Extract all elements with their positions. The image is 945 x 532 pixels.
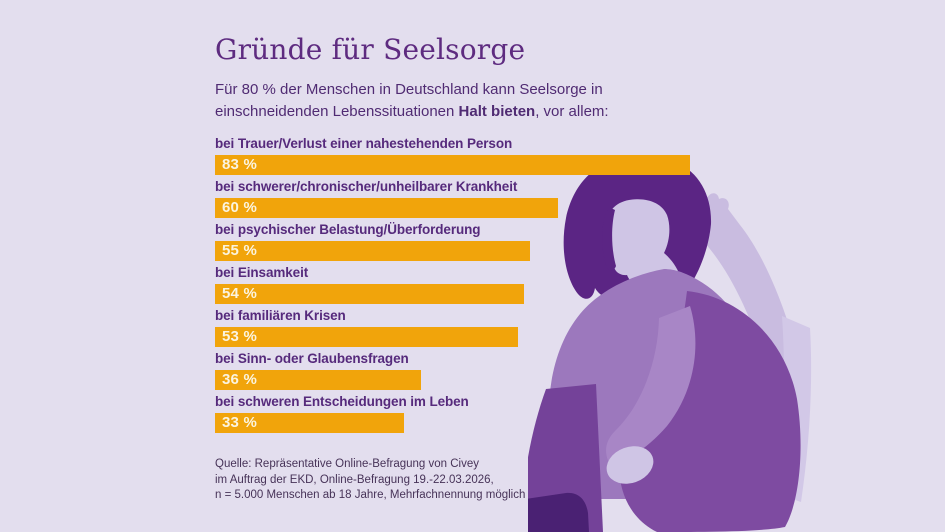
bar-row: bei Einsamkeit 54 %: [215, 265, 715, 304]
face-shape: [607, 199, 681, 291]
source-line3: n = 5.000 Menschen ab 18 Jahre, Mehrfach…: [215, 489, 526, 501]
legs-shape: [619, 291, 801, 532]
bar: 83 %: [215, 155, 690, 175]
bar-value-label: 83 %: [222, 156, 257, 173]
bar: 54 %: [215, 284, 524, 304]
subtitle-line2-prefix: einschneidenden Lebenssituationen: [215, 103, 459, 120]
shoe-shape: [528, 492, 589, 532]
bar-row: bei Trauer/Verlust einer nahestehenden P…: [215, 136, 715, 175]
source-note: Quelle: Repräsentative Online-Befragung …: [215, 457, 525, 504]
bar-value-label: 54 %: [222, 285, 257, 302]
bar-value-label: 36 %: [222, 371, 257, 388]
bar-row: bei familiären Krisen 53 %: [215, 308, 715, 347]
source-line2: im Auftrag der EKD, Online-Befragung 19.…: [215, 473, 494, 486]
bar-category-label: bei familiären Krisen: [215, 308, 346, 323]
bar-value-label: 60 %: [222, 199, 257, 216]
bar: 53 %: [215, 327, 518, 347]
subtitle: Für 80 % der Menschen in Deutschland kan…: [215, 79, 685, 123]
bar-row: bei psychischer Belastung/Überforderung 5…: [215, 222, 715, 261]
page-title: Gründe für Seelsorge: [215, 33, 526, 66]
bar-category-label: bei Trauer/Verlust einer nahestehenden P…: [215, 136, 513, 151]
bar-category-label: bei schweren Entscheidungen im Leben: [215, 394, 469, 409]
sleeve-shape: [606, 306, 696, 467]
bar-value-label: 33 %: [222, 414, 257, 431]
bar: 60 %: [215, 198, 558, 218]
bar: 33 %: [215, 413, 404, 433]
person-illustration: [528, 157, 812, 532]
subtitle-line1: Für 80 % der Menschen in Deutschland kan…: [215, 81, 603, 98]
bar-value-label: 53 %: [222, 328, 257, 345]
bar-row: bei schweren Entscheidungen im Leben 33 %: [215, 394, 715, 433]
bar-row: bei schwerer/chronischer/unheilbarer Kra…: [215, 179, 715, 218]
bar: 36 %: [215, 370, 421, 390]
gripping-hand-shape: [606, 446, 654, 484]
subtitle-line2-bold: Halt bieten: [458, 103, 536, 120]
bar-value-label: 55 %: [222, 242, 257, 259]
bar: 55 %: [215, 241, 530, 261]
subtitle-line2-suffix: , vor allem:: [535, 103, 609, 120]
hair-strand-shape: [602, 207, 616, 271]
bar-row: bei Sinn- oder Glaubensfragen 36 %: [215, 351, 715, 390]
bar-category-label: bei Einsamkeit: [215, 265, 309, 280]
source-line1: Quelle: Repräsentative Online-Befragung …: [215, 458, 480, 470]
lower-leg-shape: [528, 384, 603, 532]
bar-category-label: bei schwerer/chronischer/unheilbarer Kra…: [215, 179, 518, 194]
bar-chart: bei Trauer/Verlust einer nahestehenden P…: [215, 136, 715, 437]
bar-category-label: bei Sinn- oder Glaubensfragen: [215, 351, 409, 366]
bar-category-label: bei psychischer Belastung/Überforderung: [215, 222, 481, 237]
